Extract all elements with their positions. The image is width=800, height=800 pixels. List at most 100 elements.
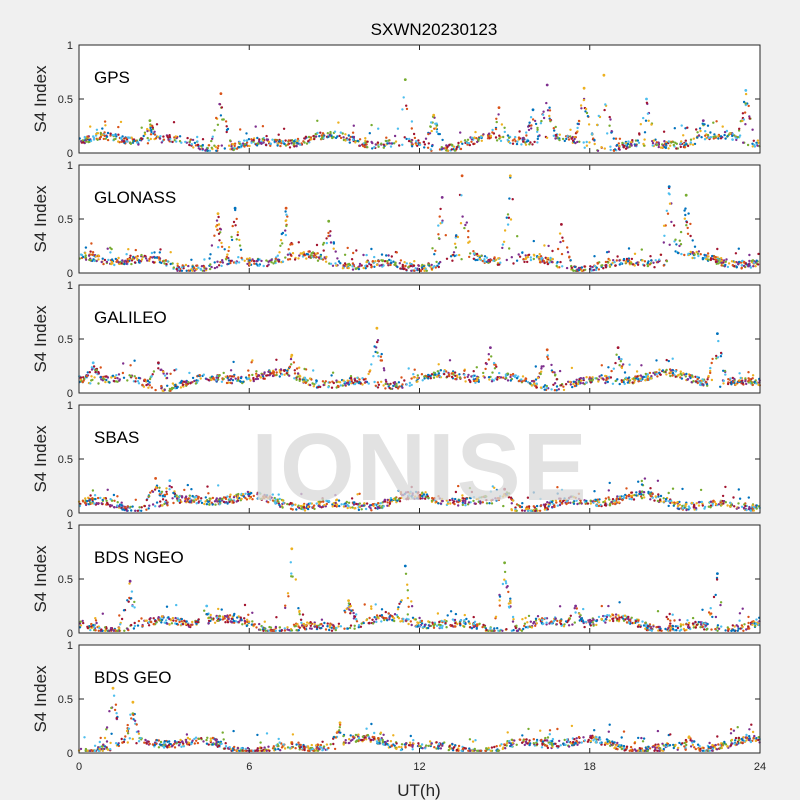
data-point [316,131,319,135]
data-point [236,233,239,237]
data-point [117,140,120,143]
data-point [147,507,150,510]
data-point [270,261,273,264]
data-point [152,261,156,264]
data-point [608,619,611,622]
data-point [121,259,124,262]
data-point [617,147,621,151]
data-point [675,147,678,150]
data-point [737,247,740,250]
data-point [284,256,287,259]
data-point [410,269,413,272]
data-point [319,131,322,134]
data-point [394,140,398,143]
data-point [481,625,484,629]
data-point [460,194,463,197]
data-point [712,121,715,124]
data-point [551,249,554,253]
data-point [595,623,598,627]
data-point [146,142,150,145]
data-point [456,235,460,239]
data-point [467,241,470,244]
data-point [251,359,254,362]
data-point [455,374,459,377]
data-point [640,248,643,251]
data-point [233,142,237,145]
data-point [89,250,92,253]
data-point [358,262,362,266]
data-point [136,509,140,512]
data-point [91,253,95,256]
data-point [701,256,705,260]
data-point [604,374,607,378]
data-point [684,504,687,507]
data-point [244,496,247,500]
data-point [642,491,646,494]
data-point [171,386,175,390]
data-point [235,147,239,150]
data-point [392,260,395,263]
data-point [193,269,196,272]
data-point [241,142,245,145]
figure-title: SXWN20230123 [371,20,498,39]
data-point [370,605,373,608]
data-point [380,380,383,383]
data-point [110,376,113,379]
data-point [732,496,735,499]
data-point [517,379,521,383]
data-point [237,492,240,496]
data-point [695,250,698,254]
data-point [280,373,284,376]
data-point [284,233,287,237]
data-point [86,371,90,374]
data-point [539,386,543,389]
data-point [254,125,257,128]
data-point [405,268,408,272]
data-point [450,148,453,151]
data-point [597,380,600,383]
data-point [288,374,291,377]
data-point [491,128,494,132]
data-point [233,144,236,148]
data-point [437,233,440,236]
data-point [335,264,338,267]
data-point [712,595,716,599]
data-point [724,137,727,140]
data-point [113,499,116,502]
data-point [584,107,588,111]
data-point [429,377,432,380]
data-point [709,258,713,262]
data-point [748,253,751,257]
data-point [190,258,193,261]
data-point [184,498,187,501]
data-point [682,627,686,631]
data-point [146,259,149,262]
data-point [620,358,623,361]
data-point [676,251,680,255]
data-point [286,253,290,256]
data-point [114,137,117,141]
data-point [293,369,296,372]
data-point [697,501,701,504]
data-point [540,367,543,370]
panel-label: GPS [94,68,130,87]
data-point [553,389,557,392]
data-point [418,143,422,146]
data-point [699,253,702,256]
y-tick-label: 1 [67,40,73,52]
data-point [364,141,367,144]
data-point [221,261,225,264]
data-point [137,382,141,385]
data-point [122,376,126,379]
data-point [615,259,618,262]
data-point [553,129,556,132]
data-point [370,266,373,269]
data-point [193,141,197,145]
data-point [272,370,275,374]
data-point [429,125,432,128]
data-point [674,238,677,241]
data-point [245,139,249,142]
data-point [221,618,225,621]
data-point [727,378,730,381]
data-point [546,355,549,359]
